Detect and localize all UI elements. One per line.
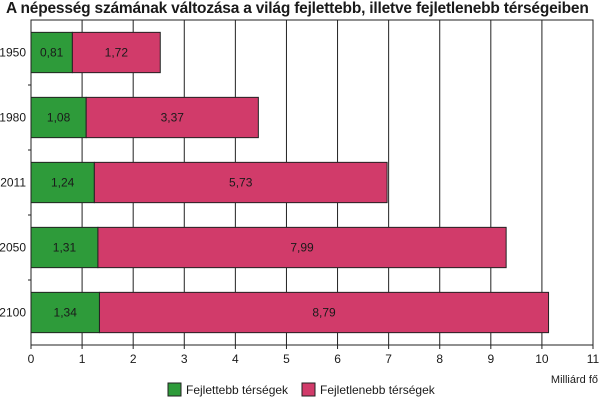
- category-label: 2011: [0, 176, 26, 190]
- x-tick-label: 3: [181, 352, 188, 366]
- legend: Fejlettebb térségek Fejletlenebb térségek: [167, 382, 436, 397]
- bar-value-label: 7,99: [290, 241, 314, 255]
- x-tick-label: 9: [487, 352, 494, 366]
- bar-value-label: 8,79: [312, 306, 336, 320]
- bar-value-label: 0,81: [40, 46, 64, 60]
- x-tick-label: 11: [587, 352, 600, 366]
- category-labels: 1950 1980 2011 2050 2100: [0, 46, 26, 320]
- bar-value-label: 1,72: [105, 46, 129, 60]
- bar-value-label: 3,37: [161, 111, 185, 125]
- bar-developed-1950: [30, 31, 73, 74]
- category-label: 1980: [0, 111, 26, 125]
- x-tick-label: 7: [385, 352, 392, 366]
- bar-value-label: 5,73: [229, 176, 253, 190]
- x-tick-label: 4: [232, 352, 239, 366]
- chart-title: A népesség számának változása a világ fe…: [6, 0, 589, 17]
- bar-value-label: 1,31: [53, 241, 77, 255]
- x-tick-label: 1: [79, 352, 86, 366]
- bar-value-label: 1,08: [47, 111, 71, 125]
- category-label: 2100: [0, 306, 26, 320]
- x-tick-label: 5: [283, 352, 290, 366]
- legend-label: Fejletlenebb térségek: [320, 383, 436, 397]
- x-tick-label: 2: [130, 352, 137, 366]
- bar-value-label: 1,34: [54, 306, 78, 320]
- bar-developed-2050: [30, 226, 99, 269]
- bar-developing-1950: [71, 31, 161, 74]
- legend-label: Fejlettebb térségek: [186, 383, 289, 397]
- category-label: 1950: [0, 46, 26, 60]
- bar-value-label: 1,24: [51, 176, 75, 190]
- x-tick-label: 8: [436, 352, 443, 366]
- legend-swatch: [167, 382, 182, 397]
- bar-developed-1980: [30, 96, 87, 139]
- x-tick-labels: 0 1 2 3 4 5 6 7 8 9 10 11: [28, 352, 600, 366]
- legend-item: Fejletlenebb térségek: [301, 382, 436, 397]
- legend-swatch: [301, 382, 316, 397]
- x-tick-label: 10: [535, 352, 549, 366]
- bar-developing-2011: [93, 161, 388, 204]
- bar-developing-2100: [98, 291, 550, 334]
- x-tick-label: 6: [334, 352, 341, 366]
- x-axis-unit-label: Milliárd fő: [551, 374, 598, 386]
- category-label: 2050: [0, 241, 26, 255]
- bar-developing-2050: [97, 226, 507, 269]
- x-tick-label: 0: [28, 352, 35, 366]
- bar-labels: 0,81 1,72 1,08 3,37 1,24 5,73 1,31 7,99 1,34 8,79: [40, 46, 336, 320]
- axes: Milliárd fő: [30, 345, 598, 386]
- bar-developing-1980: [85, 96, 259, 139]
- bar-group: [30, 31, 550, 334]
- legend-item: Fejlettebb térségek: [167, 382, 289, 397]
- bar-developed-2100: [30, 291, 100, 334]
